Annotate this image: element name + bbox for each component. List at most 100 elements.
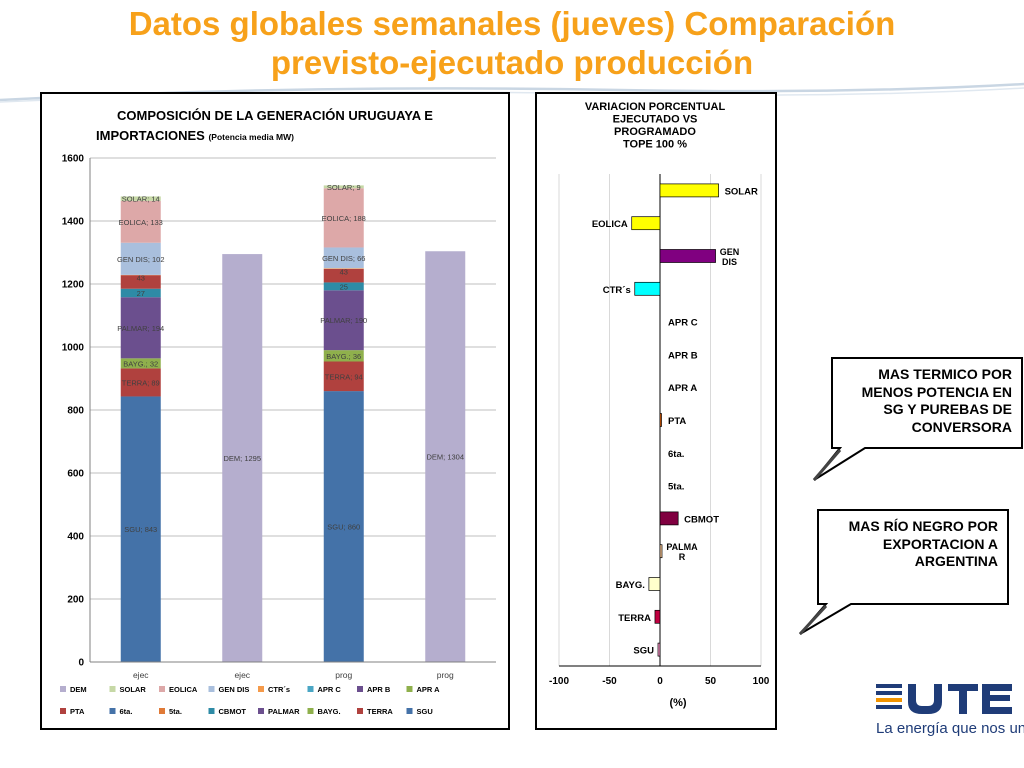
- callout-thermal-bubble: [812, 357, 1023, 481]
- bar-segment-eolica: [323, 188, 364, 248]
- var-bar-eolica: [631, 216, 661, 231]
- var-category-label: 5ta.: [668, 482, 684, 493]
- bar-segment-dem: [425, 251, 466, 663]
- legend-swatch-gen-dis: [208, 686, 215, 692]
- legend-label: BAYG.: [318, 707, 341, 716]
- data-label-gen-dis: GEN DIS; 66: [322, 254, 365, 263]
- logo-tagline: La energía que nos une: [876, 720, 1024, 737]
- data-label-pta: 43: [137, 274, 145, 283]
- bar-segment-pta: [323, 268, 364, 283]
- data-label-eolica: EOLICA; 188: [322, 214, 366, 223]
- x-tick-label: 0: [657, 676, 663, 687]
- legend-swatch-6ta: [109, 708, 116, 714]
- var-chart-title-line: TOPE 100 %: [623, 139, 687, 151]
- legend-label: SGU: [417, 707, 433, 716]
- bar-segment-cbmot: [120, 288, 161, 298]
- bar-segment-terra: [120, 368, 161, 397]
- var-bar-cbmot: [659, 511, 679, 526]
- legend-label: SOLAR: [120, 685, 147, 694]
- bar-segment-sgu: [120, 396, 161, 662]
- data-label-palmar: PALMAR; 190: [320, 316, 367, 325]
- composition-chart-panel: COMPOSICIÓN DE LA GENERACIÓN URUGUAYA E I…: [40, 92, 510, 730]
- var-category-label: CTR´s: [603, 285, 631, 296]
- chart-title-line2-main: IMPORTACIONES: [96, 128, 208, 143]
- var-category-label: APR B: [668, 350, 698, 361]
- legend-label: CTR´s: [268, 685, 290, 694]
- data-label-gen-dis: GEN DIS; 102: [117, 255, 165, 264]
- data-label-solar: SOLAR; 14: [122, 195, 160, 204]
- var-chart-title-line: PROGRAMADO: [614, 126, 696, 138]
- bar-segment-eolica: [120, 200, 161, 243]
- var-bar-sgu: [657, 642, 661, 657]
- var-category-label: SGU: [633, 646, 654, 657]
- callout-rionegro-bubble: [798, 509, 1009, 636]
- var-category-label: SOLAR: [725, 186, 758, 197]
- bar-segment-terra: [323, 361, 364, 392]
- var-category-label: DIS: [722, 257, 737, 267]
- var-chart-title-line: VARIACION PORCENTUAL: [585, 101, 726, 113]
- data-label-cbmot: 25: [340, 282, 348, 291]
- var-category-label: 6ta.: [668, 449, 684, 460]
- bar-segment-bayg: [120, 358, 161, 369]
- y-tick-label: 1600: [62, 154, 85, 165]
- legend-swatch-bayg: [307, 708, 314, 714]
- legend-swatch-pta: [60, 708, 66, 714]
- bar-segment-palmar: [120, 297, 161, 359]
- x-tick-label: ejec: [133, 670, 149, 680]
- chart-subtitle: (Potencia media MW): [208, 132, 294, 142]
- legend-label: APR A: [417, 685, 441, 694]
- stacked-bar-chart: COMPOSICIÓN DE LA GENERACIÓN URUGUAYA E I…: [60, 108, 496, 716]
- bar-segment-bayg: [323, 350, 364, 362]
- data-label-terra: TERRA; 89: [122, 378, 160, 387]
- var-bar-ctr-s: [634, 281, 661, 296]
- var-bar-solar: [659, 183, 719, 198]
- data-label-cbmot: 27: [137, 289, 145, 298]
- var-category-label: R: [679, 552, 686, 562]
- var-category-label: BAYG.: [616, 580, 645, 591]
- chart-title: COMPOSICIÓN DE LA GENERACIÓN URUGUAYA E: [117, 108, 433, 123]
- var-bar-terra: [654, 609, 661, 624]
- legend-swatch-sgu: [406, 708, 413, 714]
- legend-label: PTA: [70, 707, 85, 716]
- bar-segment-gen-dis: [323, 247, 364, 269]
- legend-label: 5ta.: [169, 707, 182, 716]
- legend-label: DEM: [70, 685, 87, 694]
- legend-swatch-ctr-s: [258, 686, 264, 692]
- data-label-palmar: PALMAR; 194: [117, 324, 164, 333]
- ute-logo: [876, 684, 1012, 714]
- legend-label: PALMAR: [268, 707, 300, 716]
- var-category-label: CBMOT: [684, 514, 719, 525]
- y-tick-label: 800: [67, 406, 84, 417]
- data-label-eolica: EOLICA; 133: [119, 218, 163, 227]
- var-category-label: PTA: [668, 416, 686, 427]
- slide-title: Datos globales semanales (jueves) Compar…: [0, 4, 1024, 82]
- chart-title-line2: IMPORTACIONES (Potencia media MW): [96, 128, 294, 143]
- data-label-dem: DEM; 1304: [426, 453, 464, 462]
- var-bar-pta: [659, 413, 662, 427]
- data-label-bayg: BAYG.; 36: [326, 352, 361, 361]
- bar-segment-solar: [323, 185, 364, 189]
- legend-swatch-cbmot: [208, 708, 215, 714]
- data-label-terra: TERRA; 94: [325, 372, 363, 381]
- legend-swatch-apr-c: [307, 686, 314, 692]
- data-label-sgu: SGU; 843: [124, 525, 157, 534]
- var-bar-palma-r: [659, 544, 663, 559]
- x-tick-label: prog: [335, 670, 352, 680]
- var-category-label: APR C: [668, 318, 698, 329]
- x-tick-label: -100: [549, 676, 569, 687]
- legend-label: CBMOT: [219, 707, 247, 716]
- legend-label: EOLICA: [169, 685, 198, 694]
- y-tick-label: 1400: [62, 217, 85, 228]
- legend-label: 6ta.: [120, 707, 133, 716]
- x-tick-label: 50: [705, 676, 717, 687]
- bar-segment-solar: [120, 196, 161, 201]
- bar-segment-gen-dis: [120, 242, 161, 275]
- legend-label: APR C: [318, 685, 342, 694]
- legend-swatch-eolica: [159, 686, 165, 692]
- legend-label: TERRA: [367, 707, 393, 716]
- legend-swatch-5ta: [159, 708, 165, 714]
- legend-swatch-palmar: [258, 708, 264, 714]
- data-label-pta: 43: [340, 267, 348, 276]
- y-tick-label: 600: [67, 469, 84, 480]
